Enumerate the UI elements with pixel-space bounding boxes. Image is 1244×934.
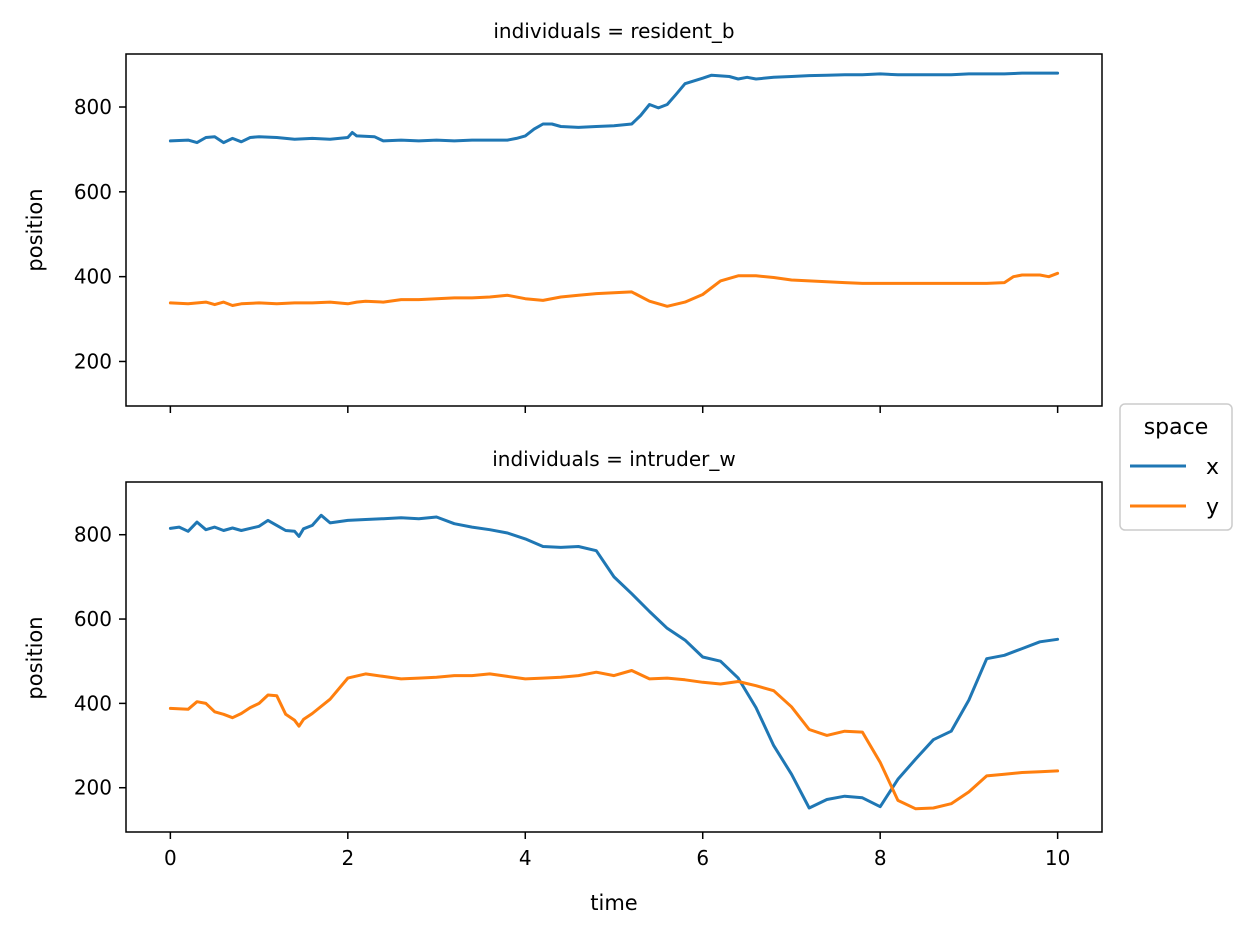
y-tick-label: 200 xyxy=(74,349,112,373)
legend: space xy xyxy=(1119,403,1233,531)
x-tick-label: 10 xyxy=(1045,846,1070,870)
y-axis-label: position xyxy=(23,188,47,271)
panel-title: individuals = resident_b xyxy=(493,19,734,43)
x-axis xyxy=(169,406,1059,413)
x-tick-label: 0 xyxy=(164,846,177,870)
x-tick-label: 8 xyxy=(874,846,887,870)
y-tick-label: 400 xyxy=(74,265,112,289)
x-tick-label: 6 xyxy=(696,846,709,870)
y-axis: 200 400 600 800 xyxy=(74,523,126,800)
panel-intruder-w: individuals = intruder_w 200 400 600 800 0 2… xyxy=(23,447,1103,915)
y-tick-label: 400 xyxy=(74,691,112,715)
series-lines xyxy=(168,513,1060,811)
panel-resident-b: individuals = resident_b 200 400 600 800 po… xyxy=(23,19,1103,413)
series-line-x xyxy=(168,71,1060,145)
y-tick-label: 800 xyxy=(74,95,112,119)
legend-title: space xyxy=(1144,415,1209,440)
legend-label-y: y xyxy=(1206,495,1219,520)
legend-label-x: x xyxy=(1206,455,1219,480)
plot-frame xyxy=(125,53,1103,407)
y-tick-label: 800 xyxy=(74,523,112,547)
y-tick-label: 600 xyxy=(74,180,112,204)
panel-title: individuals = intruder_w xyxy=(492,447,736,471)
series-line-y xyxy=(168,271,1060,308)
series-lines xyxy=(168,71,1060,308)
y-axis-label: position xyxy=(23,616,47,699)
plot-frame xyxy=(125,481,1103,833)
x-axis: 0 2 4 6 8 10 xyxy=(164,832,1070,870)
series-line-x xyxy=(168,513,1060,810)
y-tick-label: 200 xyxy=(74,776,112,800)
legend-entries: xy xyxy=(1130,455,1219,520)
x-tick-label: 4 xyxy=(519,846,532,870)
x-tick-label: 2 xyxy=(341,846,354,870)
y-axis: 200 400 600 800 xyxy=(74,95,126,373)
y-tick-label: 600 xyxy=(74,607,112,631)
x-axis-label: time xyxy=(590,891,637,915)
series-line-y xyxy=(168,669,1060,811)
